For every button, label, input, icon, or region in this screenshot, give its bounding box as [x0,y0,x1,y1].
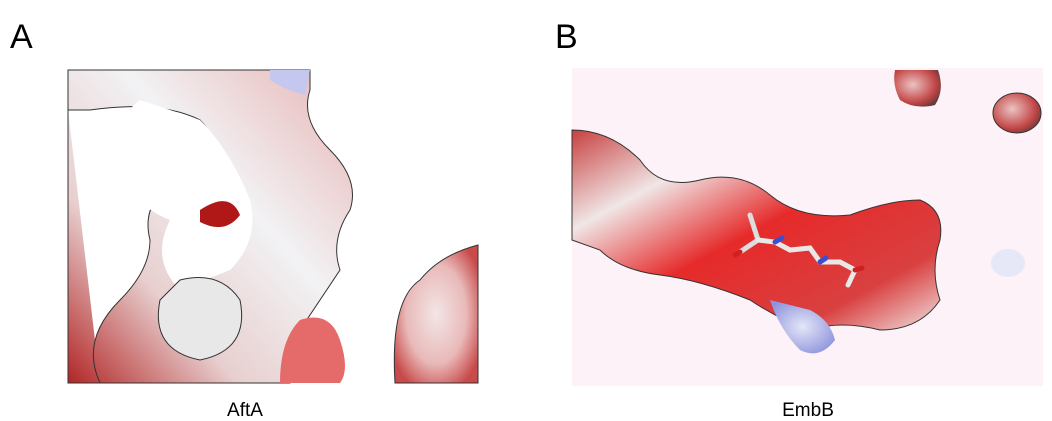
panel-caption: AftA [227,400,263,421]
surface [991,249,1025,277]
panel-letter: B [555,18,578,56]
panel-letter: A [10,18,33,56]
panel-caption: EmbB [782,400,834,421]
surface [993,93,1041,133]
panel-b: B EmbB [555,18,1043,421]
panel-a: A AftA [10,18,478,421]
page: A AftA B EmbB (() => { const data = JSON… [0,0,1052,421]
figure: A AftA B EmbB [0,0,1052,421]
